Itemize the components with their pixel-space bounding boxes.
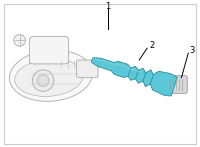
Ellipse shape: [9, 50, 93, 101]
Circle shape: [32, 70, 54, 91]
FancyBboxPatch shape: [29, 36, 69, 64]
Polygon shape: [91, 58, 177, 96]
Text: 2: 2: [149, 41, 154, 50]
FancyBboxPatch shape: [76, 60, 98, 78]
Text: 1: 1: [105, 1, 110, 11]
FancyBboxPatch shape: [166, 76, 187, 93]
Circle shape: [37, 75, 49, 86]
Ellipse shape: [15, 59, 83, 96]
Circle shape: [14, 35, 25, 46]
Text: 3: 3: [189, 46, 195, 55]
